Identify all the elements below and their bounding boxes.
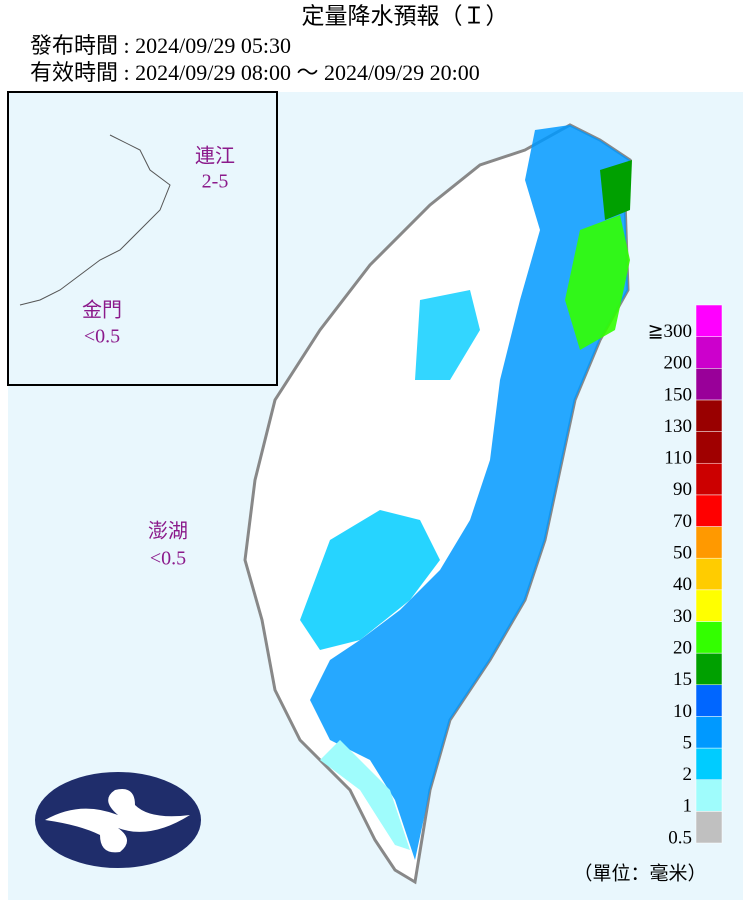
legend-swatch bbox=[695, 304, 723, 337]
legend-swatch bbox=[695, 336, 723, 369]
legend-label: 150 bbox=[664, 384, 693, 405]
legend-label: 2 bbox=[683, 764, 693, 785]
legend-label: 110 bbox=[664, 448, 692, 469]
legend-label: 70 bbox=[673, 511, 692, 532]
penghu-value: <0.5 bbox=[150, 548, 186, 570]
legend-label: 40 bbox=[673, 574, 692, 595]
valid-time: 有效時間 : 2024/09/29 08:00 ～ 2024/09/29 20:… bbox=[30, 60, 480, 85]
legend-unit: （單位：毫米） bbox=[573, 862, 706, 884]
legend-swatch bbox=[695, 557, 723, 591]
kinmen-value: <0.5 bbox=[84, 326, 120, 348]
rain-central bbox=[415, 290, 480, 380]
legend-swatch bbox=[695, 589, 723, 622]
rain-northeast bbox=[565, 215, 630, 350]
legend-swatch bbox=[695, 494, 723, 527]
legend-swatch bbox=[695, 399, 723, 432]
legend-label: 10 bbox=[673, 701, 692, 722]
legend-label: 30 bbox=[673, 606, 692, 627]
issue-time: 發布時間 : 2024/09/29 05:30 bbox=[30, 33, 291, 58]
legend-label: ≧300 bbox=[648, 321, 692, 342]
inset-coast bbox=[19, 134, 171, 306]
rain-south-mountain bbox=[300, 510, 440, 650]
legend-swatch bbox=[695, 462, 723, 496]
legend-swatch bbox=[695, 811, 723, 844]
logo-swirl bbox=[45, 789, 190, 853]
lienchiang-value: 2-5 bbox=[202, 171, 229, 193]
legend-label: 200 bbox=[664, 353, 693, 374]
legend-label: 0.5 bbox=[668, 827, 692, 848]
legend-swatch bbox=[695, 526, 723, 559]
legend-label: 50 bbox=[673, 543, 692, 564]
legend-label: 90 bbox=[673, 479, 692, 500]
inset-frame bbox=[7, 91, 278, 386]
legend-swatch bbox=[695, 621, 723, 654]
rain-north-tip bbox=[600, 160, 632, 220]
legend: 0.5 1 2 5 10 15 20 30 40 50 70 90 110 130 150 200 ≧300 bbox=[648, 304, 723, 848]
legend-label: 20 bbox=[673, 637, 692, 658]
legend-swatch bbox=[695, 652, 723, 686]
penghu-label: 澎湖 bbox=[148, 520, 188, 543]
legend-swatch bbox=[695, 716, 723, 749]
legend-swatch bbox=[695, 368, 723, 401]
title: 定量降水預報（Ｉ） bbox=[302, 3, 509, 28]
legend-label: 1 bbox=[683, 796, 693, 817]
legend-label: 15 bbox=[673, 669, 692, 690]
legend-label: 130 bbox=[664, 416, 693, 437]
rain-east bbox=[310, 125, 630, 860]
legend-swatch bbox=[695, 747, 723, 780]
lienchiang-label: 連江 bbox=[195, 145, 235, 168]
rain-southwest bbox=[320, 740, 410, 850]
kinmen-label: 金門 bbox=[82, 299, 122, 322]
legend-label: 5 bbox=[683, 732, 693, 753]
legend-swatch bbox=[695, 684, 723, 717]
legend-swatch bbox=[695, 431, 723, 464]
legend-swatch bbox=[695, 779, 723, 812]
